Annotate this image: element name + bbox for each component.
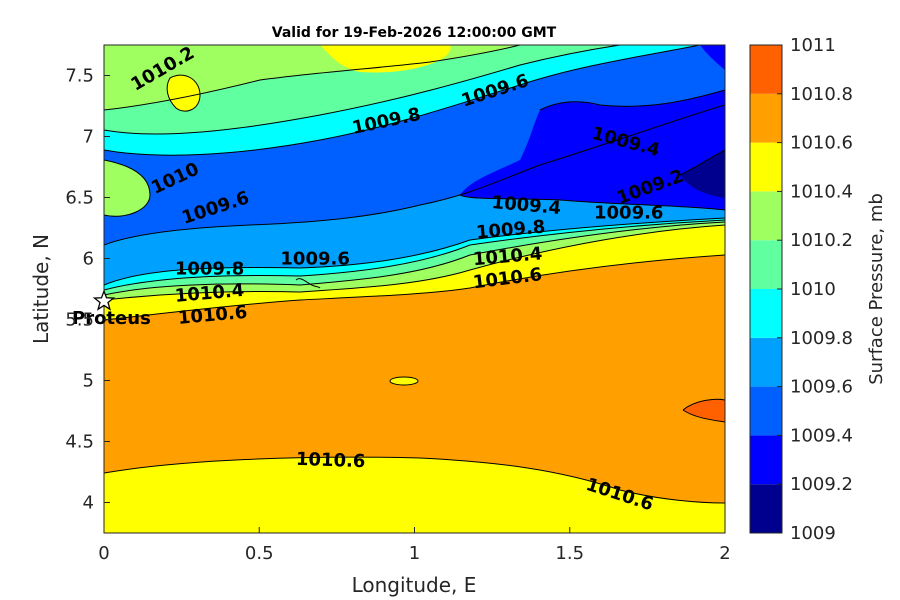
colorbar-band bbox=[750, 191, 782, 241]
markers: Proteus bbox=[72, 289, 151, 329]
y-tick-label: 7 bbox=[83, 127, 94, 148]
colorbar-band bbox=[750, 240, 782, 289]
colorbar-band bbox=[750, 435, 782, 485]
colorbar-band bbox=[750, 484, 782, 533]
band-1010-8 bbox=[683, 399, 725, 422]
band-top-yellow-blob bbox=[167, 75, 200, 112]
contour-lines bbox=[104, 45, 725, 504]
colorbar-tick-label: 1010.4 bbox=[790, 181, 853, 202]
y-tick-label: 4.5 bbox=[65, 432, 94, 453]
x-axis-ticks: 0 0.5 1 1.5 2 bbox=[98, 527, 731, 564]
y-tick-label: 7.5 bbox=[65, 66, 94, 87]
band-1009-2-top bbox=[700, 45, 725, 70]
colorbar: 1009 1009.2 1009.4 1009.6 1009.8 1010 1010.2 10… bbox=[749, 35, 853, 544]
chart-title: Valid for 19-Feb-2026 12:00:00 GMT bbox=[272, 25, 557, 41]
colorbar-tick-label: 1010.6 bbox=[790, 133, 853, 154]
band-left-green bbox=[104, 160, 150, 217]
contour-label: 1010.6 bbox=[296, 449, 366, 472]
contour-label: 1009.8 bbox=[175, 258, 244, 279]
colorbar-tick-label: 1010 bbox=[790, 279, 836, 300]
band-top-yellow-blob-2 bbox=[320, 45, 451, 73]
band-1009 bbox=[680, 150, 725, 198]
colorbar-band bbox=[750, 93, 782, 143]
colorbar-label: Surface Pressure, mb bbox=[866, 193, 887, 385]
colorbar-tick-label: 1011 bbox=[790, 35, 836, 56]
x-tick-label: 0.5 bbox=[245, 543, 274, 564]
x-axis-label: Longitude, E bbox=[352, 573, 477, 597]
colorbar-tick-label: 1010.2 bbox=[790, 230, 853, 251]
colorbar-band bbox=[750, 45, 782, 94]
colorbar-tick-label: 1009.8 bbox=[790, 328, 853, 349]
contour-label: 1009.6 bbox=[280, 249, 349, 270]
band-1009-2 bbox=[460, 90, 725, 210]
colorbar-tick-label: 1009.4 bbox=[790, 425, 853, 446]
y-tick-label: 4 bbox=[83, 493, 94, 514]
contour-label: 1009.6 bbox=[594, 202, 663, 223]
contour-field bbox=[104, 45, 725, 533]
marker-label: Proteus bbox=[72, 308, 151, 329]
colorbar-tick-label: 1009.2 bbox=[790, 474, 853, 495]
y-tick-label: 6.5 bbox=[65, 188, 94, 209]
x-tick-label: 1.5 bbox=[555, 543, 584, 564]
y-tick-label: 5.5 bbox=[65, 310, 94, 331]
y-axis-label: Latitude, N bbox=[29, 234, 53, 344]
x-tick-label: 0 bbox=[98, 543, 109, 564]
colorbar-band bbox=[750, 337, 782, 387]
y-tick-label: 6 bbox=[83, 249, 94, 270]
colorbar-band bbox=[750, 386, 782, 436]
colorbar-band bbox=[750, 142, 782, 192]
y-tick-label: 5 bbox=[83, 371, 94, 392]
colorbar-tick-label: 1009 bbox=[790, 523, 836, 544]
band-small-yellow bbox=[390, 377, 418, 385]
colorbar-band bbox=[750, 289, 782, 338]
x-tick-label: 1 bbox=[409, 543, 420, 564]
x-tick-label: 2 bbox=[719, 543, 730, 564]
colorbar-tick-label: 1010.8 bbox=[790, 84, 853, 105]
colorbar-tick-label: 1009.6 bbox=[790, 377, 853, 398]
star-marker bbox=[92, 289, 116, 311]
y-axis-ticks: 4 4.5 5 5.5 6 6.5 7 7.5 bbox=[65, 66, 110, 514]
